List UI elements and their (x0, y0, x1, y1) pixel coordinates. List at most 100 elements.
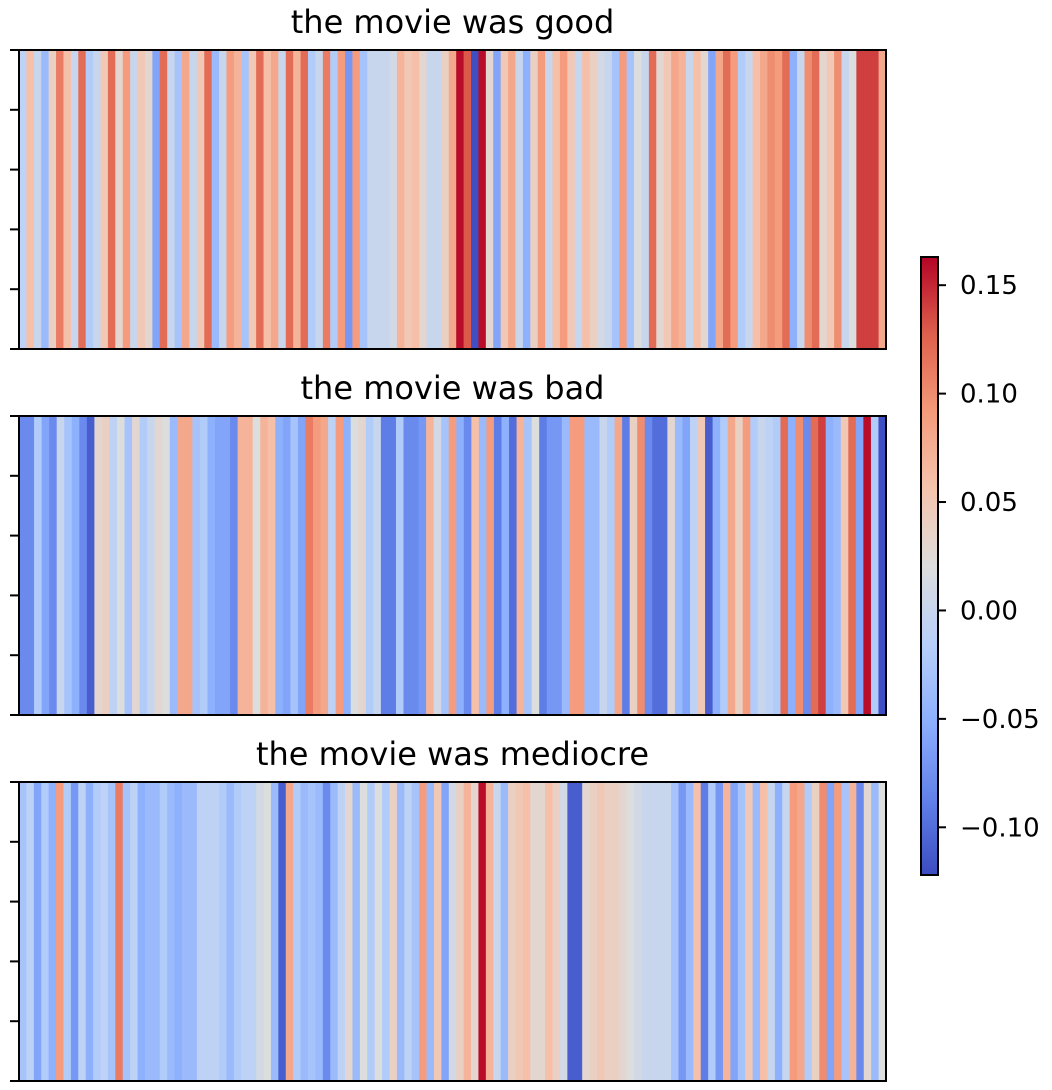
heatmap-cell (720, 416, 729, 715)
heatmap-cell (382, 50, 391, 349)
heatmap-cell (56, 416, 65, 715)
heatmap-cell (448, 416, 457, 715)
heatmap-cell (367, 782, 376, 1081)
heatmap-cell (752, 782, 761, 1081)
heatmap-cell (730, 782, 739, 1081)
heatmap-cell (567, 782, 576, 1081)
heatmap-cell (101, 416, 111, 715)
heatmap-cell (737, 50, 746, 349)
heatmap-cell (144, 50, 153, 349)
heatmap-cell (34, 416, 43, 715)
heatmap-cell (552, 50, 561, 349)
heatmap-cell (804, 50, 813, 349)
heatmap-cell (774, 50, 783, 349)
heatmap-cell (41, 782, 50, 1081)
heatmap-cell (841, 50, 850, 349)
heatmap-cell (811, 50, 820, 349)
heatmap-cell (531, 416, 540, 715)
heatmap-panel-2: the movie was bad (10, 369, 887, 716)
heatmap-cell (350, 416, 359, 715)
heatmap-cell (389, 50, 398, 349)
heatmap-cell (320, 416, 329, 715)
heatmap-cell (569, 416, 578, 715)
heatmap-cell (441, 782, 450, 1081)
heatmap-cell (619, 50, 628, 349)
heatmap-cell (335, 416, 344, 715)
heatmap-cell (328, 416, 337, 715)
heatmap-cell (567, 50, 576, 349)
heatmap-cell (848, 416, 857, 715)
heatmap-cell (508, 50, 517, 349)
heatmap-cell (708, 782, 717, 1081)
heatmap-cell (878, 782, 887, 1081)
heatmap-cell (765, 416, 774, 715)
heatmap-cell (787, 416, 797, 715)
heatmap-cell (735, 416, 744, 715)
heatmap-cell (524, 416, 533, 715)
heatmap-cell (471, 416, 480, 715)
heatmap-cell (278, 782, 287, 1081)
heatmap-cell (697, 416, 706, 715)
heatmap-cell (48, 782, 57, 1081)
heatmap-cell (182, 50, 191, 349)
heatmap-cell (252, 416, 261, 715)
heatmap-cell (441, 50, 450, 349)
heatmap-cell (26, 416, 35, 715)
heatmap-cell (275, 416, 284, 715)
heatmap-cell (750, 416, 759, 715)
heatmap-cell (71, 416, 80, 715)
heatmap-cell (671, 782, 680, 1081)
heatmap-cell (70, 50, 79, 349)
heatmap-cell (841, 782, 850, 1081)
heatmap-cell (63, 782, 72, 1081)
heatmap-cell (322, 782, 331, 1081)
heatmap-cell (789, 782, 798, 1081)
heatmap-cell (41, 50, 50, 349)
heatmap-cell (233, 782, 242, 1081)
heatmap-cell (56, 782, 65, 1081)
heatmap-cell (607, 416, 616, 715)
heatmap-cell (515, 782, 524, 1081)
heatmap-cell (404, 50, 413, 349)
heatmap-cell (263, 50, 272, 349)
heatmap-cell (359, 50, 368, 349)
heatmap-cell (767, 782, 776, 1081)
heatmap-cell (634, 782, 643, 1081)
heatmap-cell (500, 782, 509, 1081)
heatmap-cell (297, 416, 307, 715)
heatmap-cell (663, 50, 672, 349)
heatmap-cell (795, 416, 804, 715)
heatmap-cell (682, 416, 691, 715)
heatmap-cell (641, 50, 650, 349)
heatmap-cell (107, 50, 116, 349)
heatmap-cell (396, 782, 405, 1081)
heatmap-cell (782, 782, 791, 1081)
heatmap-cell (589, 50, 598, 349)
heatmap-cell (26, 50, 35, 349)
heatmap-cell (184, 416, 193, 715)
heatmap-cell (174, 50, 183, 349)
heatmap-cell (132, 416, 141, 715)
heatmap-cell (167, 782, 176, 1081)
heatmap-cell (174, 782, 183, 1081)
heatmap-cell (818, 416, 827, 715)
heatmap-cell (33, 50, 42, 349)
heatmap-cell (478, 416, 488, 715)
heatmap-cell (278, 50, 287, 349)
heatmap-cell (772, 416, 782, 715)
heatmap-cell (478, 50, 487, 349)
heatmap-cell (192, 416, 201, 715)
heatmap-cell (130, 782, 139, 1081)
panel-title: the movie was good (291, 3, 615, 41)
heatmap-cell (634, 50, 643, 349)
heatmap-cell (727, 416, 736, 715)
heatmap-cell (256, 50, 265, 349)
panel-title: the movie was mediocre (256, 735, 649, 773)
heatmap-cell (109, 416, 118, 715)
heatmap-cell (582, 782, 591, 1081)
heatmap-cell (685, 50, 694, 349)
heatmap-cell (337, 50, 346, 349)
heatmap-cell (644, 416, 653, 715)
heatmap-cell (582, 50, 591, 349)
colorbar-tick-label: 0.15 (960, 271, 1018, 301)
